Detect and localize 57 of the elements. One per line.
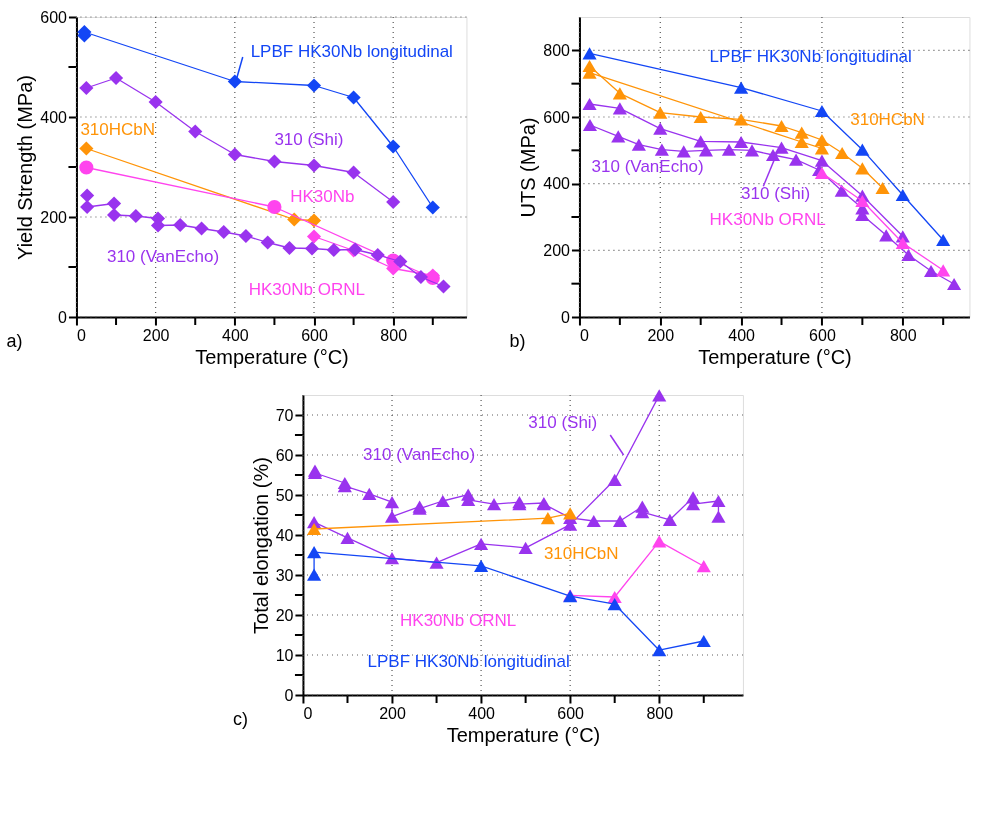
y-tick-label: 60 xyxy=(275,446,294,464)
y-tick-label: 70 xyxy=(275,406,294,424)
y-tick-label: 0 xyxy=(561,308,571,326)
y-tick-label: 40 xyxy=(275,526,294,544)
x-tick-label: 200 xyxy=(142,326,170,344)
text: 310 (Shi) xyxy=(528,413,598,433)
y-tick-label: 30 xyxy=(275,566,294,584)
y-tick-label: 600 xyxy=(40,8,68,26)
series-label: LPBF HK30Nb longitudinal xyxy=(250,42,453,61)
series-label: LPBF HK30Nb longitudinal xyxy=(709,47,912,66)
text: b) xyxy=(509,331,526,351)
y-tick-label: 0 xyxy=(58,308,68,326)
x-axis-title: Temperature (°C) xyxy=(195,345,349,368)
x-tick-label: 400 xyxy=(221,326,249,344)
text: c) xyxy=(232,709,248,729)
y-tick-label: 20 xyxy=(275,606,294,624)
text: HK30Nb ORNL xyxy=(400,611,517,630)
text: a) xyxy=(6,331,23,351)
x-tick-label: 600 xyxy=(301,326,328,344)
x-tick-label: 600 xyxy=(557,704,585,722)
series-label: HK30Nb ORNL xyxy=(709,209,826,229)
y-tick-label: 800 xyxy=(543,41,571,59)
y-tick-label: 0 xyxy=(284,686,294,704)
y-tick-label: 200 xyxy=(543,241,571,259)
y-axis-title: Yield Strength (MPa) xyxy=(14,75,37,260)
x-axis-title: Temperature (°C) xyxy=(698,345,852,368)
series-label: 310 (Shi) xyxy=(274,129,344,149)
series-label: HK30Nb xyxy=(290,187,355,206)
x-axis-title: Temperature (°C) xyxy=(446,723,601,746)
y-tick-label: 10 xyxy=(275,646,294,664)
y-tick-label: 600 xyxy=(543,108,571,126)
y-tick-label: 400 xyxy=(40,108,68,126)
series-label: 310HCbN xyxy=(543,543,619,563)
series-label: 310 (VanEcho) xyxy=(363,445,476,464)
x-tick-label: 400 xyxy=(728,326,756,344)
y-axis-title: UTS (MPa) xyxy=(517,117,540,218)
text: LPBF HK30Nb longitudinal xyxy=(367,652,570,672)
series-label: 310 (VanEcho) xyxy=(591,157,704,176)
x-tick-label: 600 xyxy=(809,326,836,344)
series-label: 310 (VanEcho) xyxy=(106,247,220,266)
series-label: 310HCbN xyxy=(80,119,156,139)
x-tick-label: 400 xyxy=(468,704,496,722)
y-axis-title: Total elongation (%) xyxy=(249,457,272,634)
y-tick-label: 200 xyxy=(40,208,68,226)
x-tick-label: 200 xyxy=(379,704,406,722)
y-tick-label: 50 xyxy=(275,486,294,504)
series-label: HK30Nb ORNL xyxy=(248,279,365,299)
x-tick-label: 800 xyxy=(380,326,408,344)
x-tick-label: 800 xyxy=(889,326,917,344)
x-tick-label: 0 xyxy=(303,704,313,722)
x-tick-label: 800 xyxy=(646,704,674,722)
x-tick-label: 0 xyxy=(76,326,86,344)
x-tick-label: 0 xyxy=(579,326,589,344)
x-tick-label: 200 xyxy=(647,326,675,344)
legend-label: 310 (Shi) xyxy=(741,183,811,203)
series-label: 310HCbN xyxy=(850,110,925,130)
y-tick-label: 400 xyxy=(543,175,571,193)
